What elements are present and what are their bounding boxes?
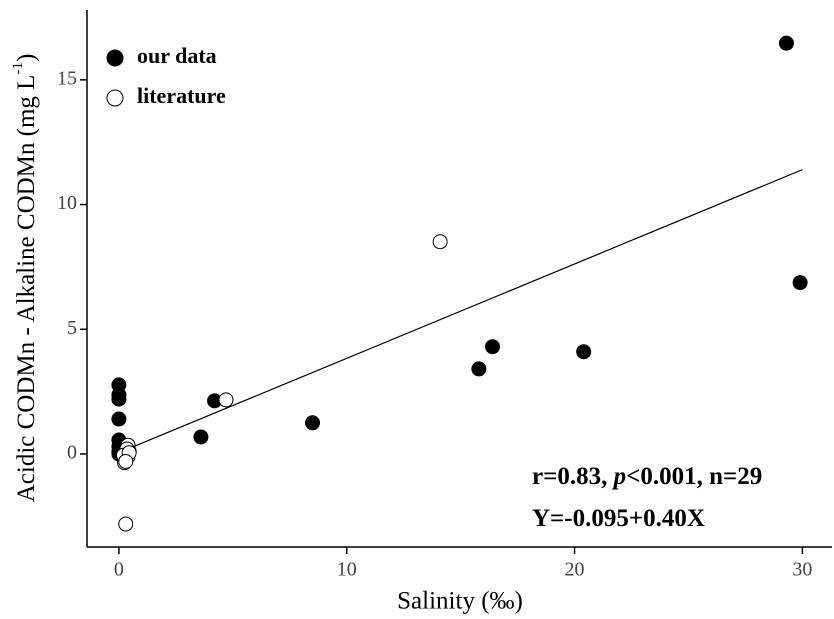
y-label-main: Acidic CODMn - Alkaline CODMn (mg L (13, 75, 40, 503)
trendline (130, 169, 803, 449)
x-tick-label: 0 (114, 559, 124, 581)
point (576, 344, 592, 360)
point (471, 361, 487, 377)
legend-marker (106, 49, 124, 67)
y-label-end: ) (13, 54, 40, 62)
annotation: r=0.83, p<0.001, n=29 (532, 463, 762, 490)
x-tick-label: 30 (792, 559, 812, 581)
point (485, 339, 501, 355)
annotation-part: Y=-0.095+0.40X (532, 505, 705, 532)
legend-label: our data (137, 43, 217, 68)
annotation-part: <0.001, n=29 (626, 463, 762, 490)
point (218, 392, 234, 408)
legend-label: literature (137, 83, 226, 108)
y-tick-label: 0 (67, 442, 77, 464)
annotation-part: p (612, 463, 627, 490)
y-axis-label: Acidic CODMn - Alkaline CODMn (mg L-1) (10, 54, 39, 503)
point (193, 429, 209, 445)
point (432, 234, 448, 250)
point (118, 453, 134, 469)
x-tick-label: 10 (337, 559, 357, 581)
point (111, 391, 127, 407)
point (118, 516, 134, 532)
annotation-part: r=0.83, (532, 463, 614, 490)
x-axis-label: Salinity (‰) (397, 588, 523, 615)
x-tick-label: 20 (565, 559, 585, 581)
y-tick-label: 5 (67, 317, 77, 339)
point (305, 415, 321, 431)
annotation: Y=-0.095+0.40X (532, 505, 705, 532)
point (778, 35, 794, 51)
y-label-sup: -1 (10, 62, 26, 75)
y-tick-label: 10 (57, 192, 77, 214)
point (792, 275, 808, 291)
point (111, 411, 127, 427)
y-tick-label: 15 (57, 67, 77, 89)
legend-marker (106, 89, 124, 107)
